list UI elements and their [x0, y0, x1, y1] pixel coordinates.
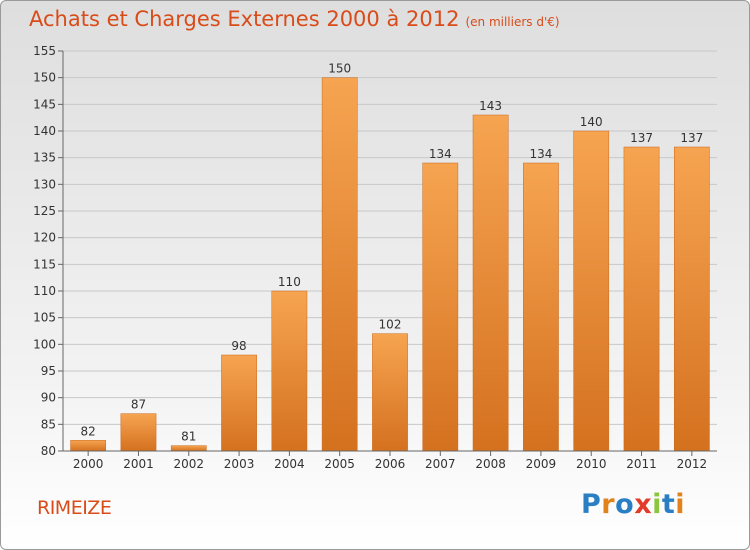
y-tick-label: 90	[41, 391, 56, 405]
y-tick-label: 120	[33, 231, 56, 245]
y-tick-label: 145	[33, 97, 56, 111]
bars: 82 87 81 98 110 150 102 134 143 134 140 137 137	[70, 62, 710, 452]
bar-2007	[422, 162, 459, 452]
bar-value-label: 98	[231, 339, 246, 353]
chart-title: Achats et Charges Externes 2000 à 2012 (e…	[29, 7, 560, 31]
x-tick-label: 2004	[274, 457, 305, 471]
x-tick-label: 2000	[73, 457, 104, 471]
bar-value-label: 134	[429, 147, 452, 161]
commune-name: RIMEIZE	[37, 497, 112, 519]
logo-letter: x	[634, 489, 653, 520]
bar-value-label: 110	[278, 275, 301, 289]
y-tick-label: 100	[33, 337, 56, 351]
y-tick-label: 150	[33, 71, 56, 85]
x-tick-label: 2010	[576, 457, 607, 471]
x-tick-label: 2005	[324, 457, 355, 471]
x-tick-label: 2009	[526, 457, 557, 471]
x-tick-label: 2003	[224, 457, 255, 471]
bar-2006	[372, 333, 408, 452]
y-tick-label: 85	[41, 417, 56, 431]
bar-2004	[271, 290, 308, 452]
y-tick-label: 110	[33, 284, 56, 298]
bar-2009	[523, 162, 559, 452]
logo-letter: P	[581, 489, 602, 520]
x-tick-label: 2007	[425, 457, 456, 471]
y-tick-label: 95	[41, 364, 56, 378]
bar-value-label: 140	[580, 115, 603, 129]
bar-2002	[170, 445, 207, 452]
y-tick-label: 130	[33, 177, 56, 191]
x-tick-label: 2002	[173, 457, 204, 471]
bar-value-label: 137	[680, 131, 703, 145]
bar-2000	[70, 440, 107, 452]
chart-unit: (en milliers d'€)	[465, 15, 560, 29]
bar-2011	[623, 146, 660, 452]
axes: 80 85 90 95 100 105 110 115 120 125 130 135 140 145 15…	[33, 44, 717, 471]
x-tick-label: 2001	[123, 457, 154, 471]
bar-2012	[673, 146, 710, 452]
bar-value-label: 102	[379, 318, 402, 332]
bar-2010	[573, 130, 610, 452]
bar-value-label: 137	[630, 131, 653, 145]
y-tick-label: 135	[33, 151, 56, 165]
bar-2001	[120, 413, 157, 452]
y-tick-label: 80	[41, 444, 56, 458]
logo-letter: i	[675, 489, 686, 520]
logo-letter: t	[661, 489, 676, 520]
y-tick-label: 125	[33, 204, 56, 218]
bar-2008	[472, 114, 509, 452]
x-tick-label: 2012	[677, 457, 708, 471]
bar-value-label: 82	[81, 424, 96, 438]
logo-letter: o	[615, 489, 635, 520]
bar-value-label: 134	[529, 147, 552, 161]
x-tick-label: 2011	[626, 457, 657, 471]
y-tick-label: 155	[33, 44, 56, 58]
bar-2003	[221, 354, 257, 452]
bar-value-label: 87	[131, 398, 146, 412]
bar-value-label: 150	[328, 62, 351, 76]
bar-2005	[321, 77, 358, 452]
y-tick-label: 140	[33, 124, 56, 138]
x-tick-label: 2008	[475, 457, 506, 471]
proxiti-logo[interactable]: Proxiti	[581, 489, 685, 520]
logo-letter: i	[652, 489, 662, 520]
y-tick-label: 115	[33, 257, 56, 271]
x-tick-label: 2006	[375, 457, 406, 471]
bar-value-label: 81	[181, 430, 196, 444]
bar-value-label: 143	[479, 99, 502, 113]
chart-title-text: Achats et Charges Externes 2000 à 2012	[29, 7, 460, 31]
logo-letter: r	[601, 489, 616, 520]
y-tick-label: 105	[33, 311, 56, 325]
